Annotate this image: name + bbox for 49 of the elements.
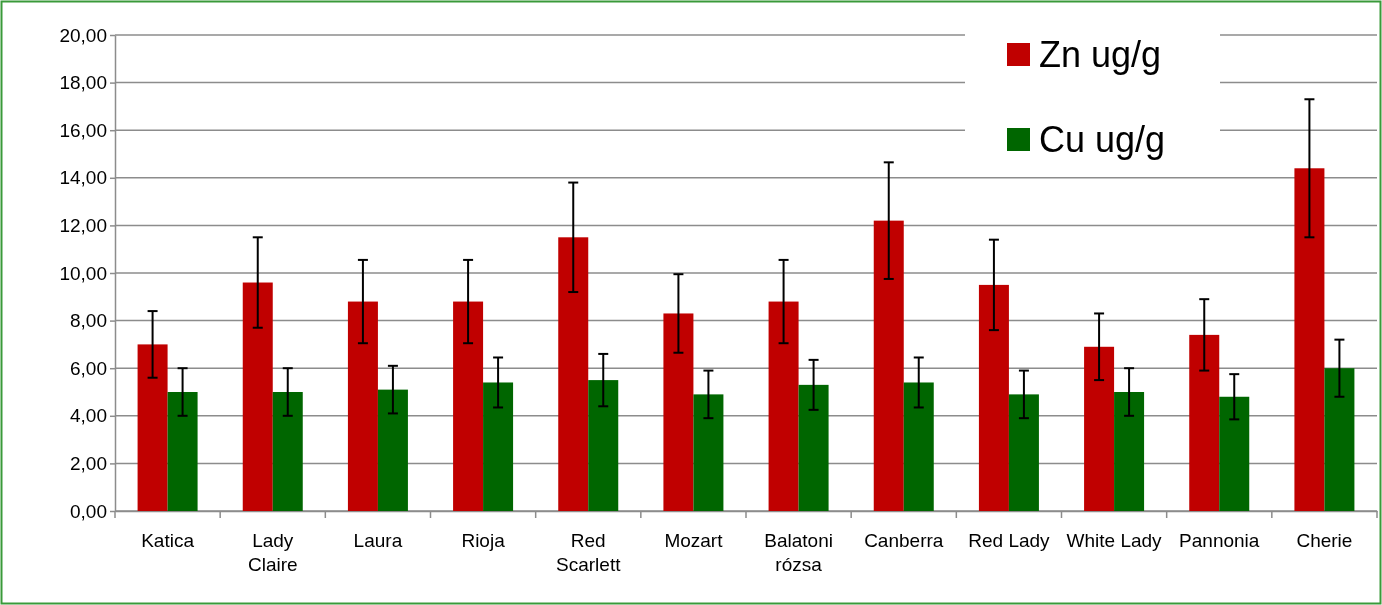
y-tick-label: 16,00	[59, 119, 107, 141]
x-tick-label: Red Lady	[968, 530, 1051, 551]
x-tick-label: Katica	[141, 530, 195, 551]
x-tick-label: Red Scarlett	[556, 530, 622, 575]
y-tick-label: 6,00	[70, 357, 107, 379]
bar	[873, 220, 904, 511]
bar	[1189, 334, 1220, 511]
bar	[272, 392, 303, 511]
bar	[167, 392, 198, 511]
y-tick-label: 12,00	[59, 214, 107, 236]
bar	[1219, 396, 1250, 511]
x-tick-label: Rioja	[461, 530, 506, 551]
bar	[663, 313, 694, 511]
bar	[978, 284, 1009, 511]
bar	[347, 301, 378, 511]
bar	[1114, 392, 1145, 511]
x-tick-label: Canberra	[864, 530, 944, 551]
y-tick-label: 20,00	[59, 24, 107, 46]
bar	[768, 301, 799, 511]
x-tick-label: Cherie	[1296, 530, 1353, 551]
x-tick-label: Laura	[353, 530, 403, 551]
bar	[1324, 368, 1355, 511]
x-tick-label: Mozart	[664, 530, 724, 551]
x-tick-label: Pannonia	[1179, 530, 1260, 551]
y-tick-label: 8,00	[70, 310, 107, 332]
bar	[242, 282, 273, 511]
x-tick-label: Lady Claire	[247, 530, 298, 575]
y-tick-label: 18,00	[59, 72, 107, 94]
bar	[588, 380, 619, 511]
x-tick-label: White Lady	[1066, 530, 1163, 551]
bar	[137, 344, 168, 511]
bar	[1008, 394, 1039, 511]
y-tick-label: 10,00	[59, 262, 107, 284]
bar	[377, 389, 408, 511]
bar	[798, 384, 829, 511]
bar	[1294, 168, 1325, 511]
legend-label: Cu ug/g	[1039, 119, 1166, 160]
bar	[453, 301, 484, 511]
y-tick-label: 2,00	[70, 452, 107, 474]
bar	[1084, 346, 1115, 511]
bar	[903, 382, 934, 511]
bar	[483, 382, 514, 511]
y-tick-label: 14,00	[59, 167, 107, 189]
y-tick-label: 0,00	[70, 500, 107, 522]
bar	[558, 237, 589, 511]
x-tick-label: Balatoni rózsa	[764, 530, 833, 575]
bar	[693, 394, 724, 511]
y-tick-label: 4,00	[70, 405, 107, 427]
legend-label: Zn ug/g	[1039, 34, 1162, 75]
